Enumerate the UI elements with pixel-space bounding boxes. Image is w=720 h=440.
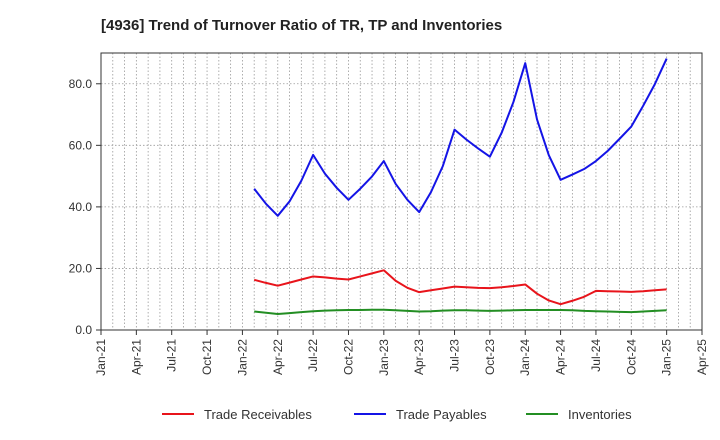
series-lines	[253, 58, 668, 315]
legend-label-trade-receivables: Trade Receivables	[204, 407, 312, 422]
x-tick-label: Jul-21	[165, 339, 179, 372]
grid	[101, 53, 702, 330]
chart-title: [4936] Trend of Turnover Ratio of TR, TP…	[101, 17, 502, 34]
x-tick-label: Apr-21	[129, 339, 143, 375]
x-tick-label: Oct-23	[483, 339, 497, 375]
x-tick-label: Apr-25	[695, 339, 709, 375]
y-tick-label: 40.0	[69, 200, 93, 214]
x-tick-label: Jan-23	[377, 339, 391, 376]
y-tick-label: 20.0	[69, 261, 93, 275]
legend: Trade Receivables Trade Payables Inventori…	[162, 407, 632, 422]
x-tick-label: Jul-22	[306, 339, 320, 372]
x-tick-label: Oct-24	[624, 339, 638, 375]
x-tick-label: Jan-21	[94, 339, 108, 376]
x-tick-label: Oct-21	[200, 339, 214, 375]
x-axis: Jan-21 Apr-21 Jul-21 Oct-21 Jan-22 Apr-22 Jul-…	[94, 330, 709, 376]
x-tick-label: Jul-23	[448, 339, 462, 372]
series-line-inventories	[254, 308, 667, 315]
series-line-trade-receivables	[253, 269, 667, 306]
x-tick-label: Jul-24	[589, 339, 603, 372]
y-tick-label: 0.0	[75, 323, 92, 337]
legend-label-trade-payables: Trade Payables	[396, 407, 487, 422]
y-axis: 0.0 20.0 40.0 60.0 80.0	[69, 77, 101, 337]
x-tick-label: Jan-22	[235, 339, 249, 376]
x-tick-label: Oct-22	[341, 339, 355, 375]
y-tick-label: 60.0	[69, 138, 93, 152]
x-tick-label: Apr-24	[554, 339, 568, 375]
series-line-trade-payables	[253, 58, 668, 217]
y-tick-label: 80.0	[69, 77, 93, 91]
x-tick-label: Apr-22	[271, 339, 285, 375]
x-tick-label: Jan-24	[518, 339, 532, 376]
x-tick-label: Apr-23	[412, 339, 426, 375]
x-tick-label: Jan-25	[660, 339, 674, 376]
legend-label-inventories: Inventories	[568, 407, 632, 422]
plot-area	[100, 52, 703, 331]
